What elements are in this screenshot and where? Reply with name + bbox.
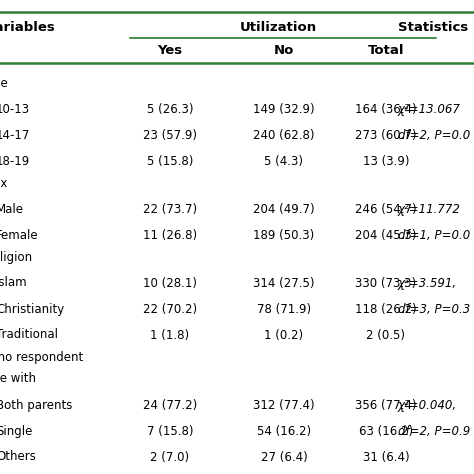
Text: Both parents: Both parents [0,399,73,411]
Text: 24 (77.2): 24 (77.2) [143,399,197,411]
Text: 204 (49.7): 204 (49.7) [253,202,315,216]
Text: 5 (26.3): 5 (26.3) [147,102,193,116]
Text: 10-13: 10-13 [0,102,30,116]
Text: df=2, P=0.9: df=2, P=0.9 [398,425,470,438]
Text: 13 (3.9): 13 (3.9) [363,155,409,167]
Text: Age: Age [0,76,9,90]
Text: 18-19: 18-19 [0,155,30,167]
Text: 5 (4.3): 5 (4.3) [264,155,303,167]
Text: Statistics: Statistics [398,20,468,34]
Text: 11 (26.8): 11 (26.8) [143,228,197,241]
Text: 164 (36.4): 164 (36.4) [355,102,417,116]
Text: Male: Male [0,202,24,216]
Text: Utilization: Utilization [239,20,317,34]
Text: 63 (16.2): 63 (16.2) [359,425,413,438]
Text: 54 (16.2): 54 (16.2) [257,425,311,438]
Text: 27 (6.4): 27 (6.4) [261,450,307,464]
Text: 2 (7.0): 2 (7.0) [150,450,190,464]
Text: 118 (26.2): 118 (26.2) [355,302,417,316]
Text: Others: Others [0,450,36,464]
Text: χ²=3.591,: χ²=3.591, [398,276,457,290]
Text: df=2, P=0.0: df=2, P=0.0 [398,128,470,142]
Text: 189 (50.3): 189 (50.3) [254,228,315,241]
Text: 273 (60.7): 273 (60.7) [355,128,417,142]
Text: Single: Single [0,425,32,438]
Text: Female: Female [0,228,38,241]
Text: Who respondent: Who respondent [0,350,83,364]
Text: 31 (6.4): 31 (6.4) [363,450,410,464]
Text: χ²=13.067: χ²=13.067 [398,102,461,116]
Text: Yes: Yes [157,44,182,56]
Text: 240 (62.8): 240 (62.8) [253,128,315,142]
Text: 22 (73.7): 22 (73.7) [143,202,197,216]
Text: Religion: Religion [0,250,33,264]
Text: 2 (0.5): 2 (0.5) [366,328,405,341]
Text: 312 (77.4): 312 (77.4) [253,399,315,411]
Text: 149 (32.9): 149 (32.9) [253,102,315,116]
Text: 23 (57.9): 23 (57.9) [143,128,197,142]
Text: 314 (27.5): 314 (27.5) [253,276,315,290]
Text: Islam: Islam [0,276,27,290]
Text: χ²=11.772: χ²=11.772 [398,202,461,216]
Text: No: No [274,44,294,56]
Text: 204 (45.3): 204 (45.3) [356,228,417,241]
Text: 246 (54.7): 246 (54.7) [355,202,417,216]
Text: 330 (73.3): 330 (73.3) [356,276,417,290]
Text: live with: live with [0,373,36,385]
Text: 1 (1.8): 1 (1.8) [150,328,190,341]
Text: Sex: Sex [0,176,8,190]
Text: Traditional: Traditional [0,328,58,341]
Text: 78 (71.9): 78 (71.9) [257,302,311,316]
Text: Christianity: Christianity [0,302,64,316]
Text: 14-17: 14-17 [0,128,30,142]
Text: 7 (15.8): 7 (15.8) [147,425,193,438]
Text: 1 (0.2): 1 (0.2) [264,328,303,341]
Text: 22 (70.2): 22 (70.2) [143,302,197,316]
Text: 5 (15.8): 5 (15.8) [147,155,193,167]
Text: χ²=0.040,: χ²=0.040, [398,399,457,411]
Text: 10 (28.1): 10 (28.1) [143,276,197,290]
Text: 356 (77.4): 356 (77.4) [355,399,417,411]
Text: Total: Total [368,44,404,56]
Text: df=1, P=0.0: df=1, P=0.0 [398,228,470,241]
Text: Variables: Variables [0,20,56,34]
Text: df=3, P=0.3: df=3, P=0.3 [398,302,470,316]
